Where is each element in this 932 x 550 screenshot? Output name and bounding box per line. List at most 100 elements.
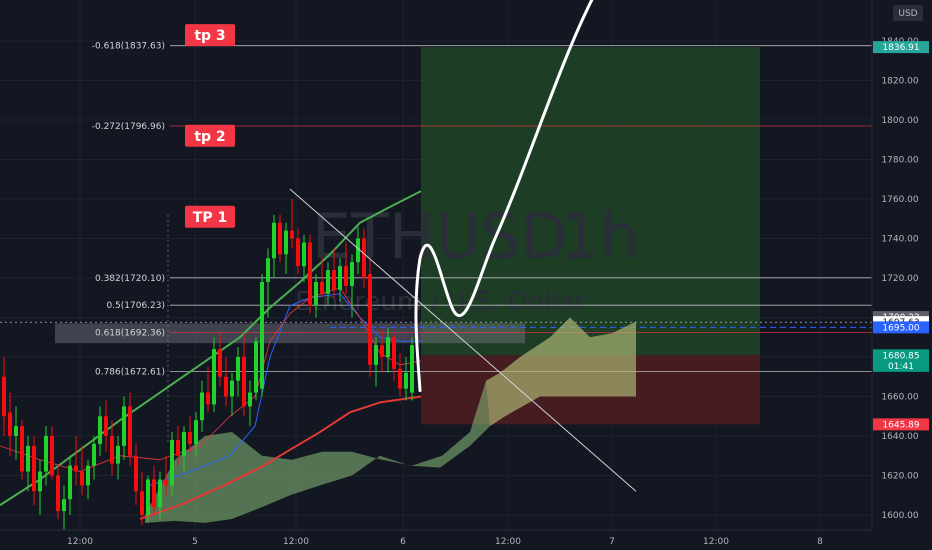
candle-body bbox=[278, 222, 282, 255]
fib-level-label: -0.272(1796.96) bbox=[92, 122, 165, 132]
price-tag-label: 1836.91 bbox=[882, 43, 919, 53]
candle-body bbox=[122, 406, 126, 446]
take-profit-labels: tp 3 tp 2 TP 1 bbox=[185, 24, 235, 228]
candle-body bbox=[2, 376, 6, 417]
candle-body bbox=[158, 479, 162, 508]
time-tick-label: 12:00 bbox=[495, 537, 521, 547]
candle-body bbox=[86, 465, 90, 486]
candle-body bbox=[128, 406, 132, 456]
symbol-watermark: ETHUSD 1h Ethereum / U.S. Dollar bbox=[295, 200, 639, 317]
candle-body bbox=[194, 420, 198, 444]
price-tag-box bbox=[873, 41, 929, 54]
candle-body bbox=[68, 465, 72, 500]
price-tick-label: 1800.00 bbox=[881, 116, 918, 126]
candle-body bbox=[152, 479, 156, 508]
candle-body bbox=[110, 436, 114, 464]
price-axis[interactable]: 1600.001620.001640.001660.001680.001700.… bbox=[871, 0, 932, 550]
time-axis-background bbox=[0, 530, 872, 550]
time-tick-label: 7 bbox=[609, 537, 615, 547]
candle-body bbox=[212, 349, 216, 405]
candle-body bbox=[134, 455, 138, 492]
candle-body bbox=[164, 479, 168, 486]
candle-body bbox=[170, 439, 174, 486]
fibonacci-levels: -0.618(1837.63) -0.272(1796.96) 0.382(1720… bbox=[0, 42, 872, 444]
price-tag-box bbox=[873, 349, 929, 362]
candle-body bbox=[326, 270, 330, 294]
kijun-line bbox=[149, 293, 421, 486]
candle-body bbox=[92, 443, 96, 466]
candle-body bbox=[404, 372, 408, 389]
candle-body bbox=[290, 230, 294, 239]
price-tick-label: 1820.00 bbox=[881, 77, 918, 87]
time-tick-label: 12:00 bbox=[283, 537, 309, 547]
candle-body bbox=[392, 337, 396, 369]
currency-badge[interactable]: USD bbox=[893, 5, 923, 21]
price-tag-box bbox=[873, 418, 929, 431]
candle-body bbox=[266, 258, 270, 282]
candle-body bbox=[320, 281, 324, 294]
watermark-interval: 1h bbox=[561, 200, 640, 273]
fib-level-label: 0.5(1706.23) bbox=[106, 301, 165, 311]
candle-body bbox=[32, 445, 36, 492]
price-tick-label: 1620.00 bbox=[881, 472, 918, 482]
candle-body bbox=[284, 230, 288, 255]
time-tick-label: 12:00 bbox=[67, 537, 93, 547]
profit-zone bbox=[421, 47, 760, 356]
candle-body bbox=[74, 465, 78, 472]
projected-price-path bbox=[414, 0, 594, 393]
candle-body bbox=[182, 432, 186, 456]
price-tick-label: 1740.00 bbox=[881, 235, 918, 245]
time-tick-label: 12:00 bbox=[703, 537, 729, 547]
ema-red-line bbox=[139, 395, 422, 520]
kumo-cloud bbox=[145, 317, 636, 523]
price-tag-box bbox=[873, 359, 929, 372]
tp-label-text: TP 1 bbox=[193, 210, 227, 226]
candle-body bbox=[230, 380, 234, 397]
candle-body bbox=[296, 238, 300, 267]
tp-label-box bbox=[185, 124, 235, 147]
candle-body bbox=[308, 242, 312, 306]
time-tick-label: 6 bbox=[400, 537, 406, 547]
supply-zone-box bbox=[55, 323, 525, 344]
candle-body bbox=[80, 471, 84, 486]
time-tick-label: 8 bbox=[817, 537, 823, 547]
price-tag-label: 1680.85 bbox=[882, 351, 919, 361]
candle-body bbox=[344, 266, 348, 286]
candle-body bbox=[104, 416, 108, 436]
price-tag-label: 1645.89 bbox=[882, 420, 919, 430]
candle-body bbox=[350, 262, 354, 286]
fib-level-label: 0.618(1692.36) bbox=[95, 329, 165, 339]
candle-body bbox=[338, 266, 342, 290]
fib-level-label: 0.786(1672.61) bbox=[95, 368, 165, 378]
price-tag-box bbox=[873, 321, 929, 334]
candle-body bbox=[188, 432, 192, 444]
candle-body bbox=[176, 439, 180, 456]
price-tick-label: 1780.00 bbox=[881, 156, 918, 166]
candle-body bbox=[62, 499, 66, 512]
candlesticks bbox=[2, 199, 414, 535]
position-zones bbox=[55, 47, 760, 425]
candle-body bbox=[332, 270, 336, 290]
candle-body bbox=[206, 392, 210, 405]
candle-body bbox=[362, 238, 366, 278]
candle-body bbox=[410, 345, 414, 393]
candle-body bbox=[224, 376, 228, 397]
candle-body bbox=[254, 341, 258, 393]
price-tag-label: 01:41 bbox=[888, 362, 914, 372]
candle-body bbox=[248, 392, 252, 407]
candle-body bbox=[116, 445, 120, 464]
candle-body bbox=[38, 471, 42, 492]
candle-body bbox=[242, 357, 246, 407]
time-axis[interactable]: 12:00 5 12:00 6 12:00 7 12:00 8 bbox=[0, 529, 872, 550]
watermark-subtitle: Ethereum / U.S. Dollar bbox=[295, 287, 585, 317]
candle-body bbox=[44, 436, 48, 472]
fib-level-label: -0.618(1837.63) bbox=[92, 42, 165, 52]
currency-badge-text: USD bbox=[898, 9, 917, 19]
candle-body bbox=[200, 392, 204, 421]
tp-label-box bbox=[185, 24, 235, 47]
candle-body bbox=[380, 345, 384, 357]
user-drawings bbox=[289, 0, 637, 492]
candle-body bbox=[386, 337, 390, 357]
